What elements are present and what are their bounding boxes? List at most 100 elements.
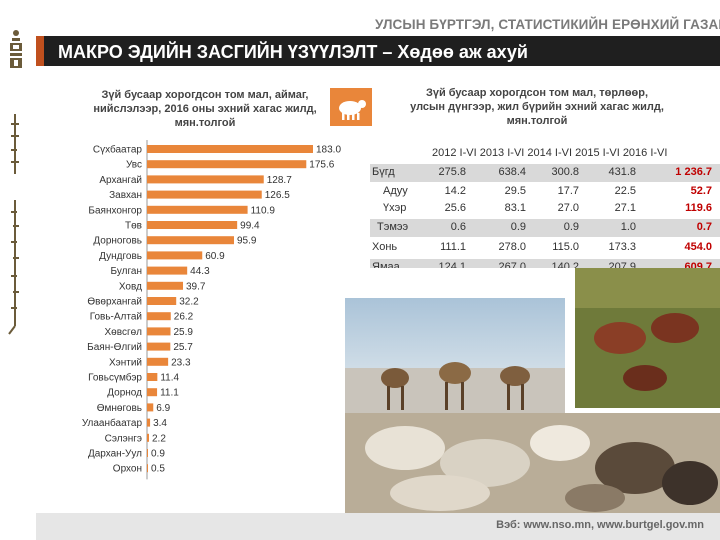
state-emblem-icon (10, 30, 22, 68)
table-subtitle: Зүй бусаар хорогдсон том мал, төрлөөр, у… (402, 86, 672, 128)
table-cell: 275.8 (438, 166, 466, 178)
value-label: 23.3 (171, 357, 191, 368)
table-cell: 52.7 (690, 185, 712, 197)
page-title: МАКРО ЭДИЙН ЗАСГИЙН ҮЗҮҮЛЭЛТ – Хөдөө аж … (58, 42, 528, 62)
table-row-label: Тэмээ (377, 221, 409, 233)
table-cell: 0.9 (563, 221, 579, 233)
bar (147, 373, 158, 381)
category-label: Баянхонгор (88, 205, 142, 216)
table-subtitle-line: мян.толгой (506, 115, 568, 127)
table-cell: 29.5 (504, 185, 526, 197)
value-label: 26.2 (174, 312, 194, 323)
category-label: Увс (126, 160, 142, 171)
value-label: 39.7 (186, 281, 206, 292)
bar (147, 145, 313, 153)
bar (147, 251, 203, 260)
title-banner (36, 36, 720, 66)
bar-chart: Сүхбаатар 183.0 Увс 175.6 Архангай 128.7 Завха… (82, 140, 341, 480)
table-cell: 1.0 (620, 221, 636, 233)
footer-bar (36, 513, 720, 540)
table-column-header: 2014 I-VI (527, 147, 573, 159)
bar (147, 312, 171, 321)
value-label: 25.9 (173, 327, 193, 338)
table-row-band (370, 219, 720, 237)
value-label: 126.5 (265, 190, 290, 201)
table-cell: 25.6 (444, 202, 466, 214)
table-cell: 83.1 (504, 202, 526, 214)
bar (147, 221, 238, 229)
value-label: 99.4 (240, 221, 260, 232)
bar (147, 418, 151, 427)
table-header: 2012 I-VI 2013 I-VI 2014 I-VI 2015 I-VI … (432, 147, 718, 159)
bar (147, 449, 148, 457)
chart-subtitle-line: нийслэлээр, 2016 оны эхний хагас жилд, (93, 103, 317, 115)
table-row-band (370, 164, 720, 182)
value-label: 44.3 (190, 266, 210, 277)
value-label: 0.5 (151, 464, 165, 475)
table-cell: 454.0 (684, 241, 712, 253)
table-cell: 22.5 (614, 185, 636, 197)
category-label: Өвөрхангай (87, 297, 142, 308)
table-column-header: 2016 I-VI (622, 147, 668, 159)
bar (147, 327, 171, 336)
table-cell: 1 236.7 (675, 166, 712, 178)
category-label: Орхон (113, 464, 142, 475)
category-label: Хэнтий (109, 357, 142, 368)
table-cell: 27.1 (614, 202, 636, 214)
value-label: 11.4 (160, 373, 179, 384)
category-label: Өмнөговь (97, 403, 142, 414)
category-label: Дорнод (107, 388, 142, 399)
category-label: Дорноговь (93, 236, 142, 247)
value-label: 6.9 (156, 403, 170, 414)
bar (147, 281, 184, 290)
category-label: Дундговь (99, 251, 142, 262)
bar (147, 464, 148, 473)
table-cell: 27.0 (557, 202, 579, 214)
value-label: 11.1 (160, 388, 179, 399)
sheep-icon (330, 88, 372, 126)
table-column-header: 2015 I-VI (575, 147, 620, 159)
bar (147, 160, 307, 169)
value-label: 32.2 (179, 297, 199, 308)
value-label: 95.9 (237, 236, 257, 247)
value-label: 128.7 (267, 175, 292, 186)
livestock-photo (345, 268, 720, 513)
table-cell: 173.3 (608, 241, 636, 253)
table-subtitle-line: улсын дүнгээр, жил бүрийн эхний хагас жи… (410, 101, 664, 113)
category-label: Завхан (109, 190, 142, 201)
table-subtitle-line: Зүй бусаар хорогдсон том мал, төрлөөр, (425, 87, 649, 99)
bar (147, 357, 169, 366)
table-column-header: 2012 I-VI (432, 147, 477, 159)
table-column-header: 2013 I-VI (479, 147, 525, 159)
table-cell: 278.0 (498, 241, 526, 253)
title-banner-accent (36, 36, 44, 66)
category-label: Дархан-Уул (88, 449, 142, 460)
chart-subtitle-line: Зүй бусаар хорогдсон том мал, аймаг, (101, 89, 309, 101)
table-cell: 0.7 (696, 221, 712, 233)
bar (147, 433, 149, 442)
table-row-label: Үхэр (383, 202, 407, 214)
table-row-label: Адуу (383, 185, 408, 197)
value-label: 60.9 (205, 251, 225, 262)
bar (147, 388, 158, 397)
category-label: Сүхбаатар (93, 144, 143, 156)
value-label: 3.4 (153, 418, 167, 429)
category-label: Архангай (99, 175, 142, 186)
table-cell: 638.4 (498, 166, 526, 178)
category-label: Говь-Алтай (90, 312, 142, 323)
table-cell: 115.0 (552, 241, 579, 253)
bar (147, 266, 188, 275)
bar (147, 403, 154, 412)
table-row-label: Бүгд (372, 166, 395, 178)
value-label: 183.0 (316, 145, 341, 156)
category-label: Булган (111, 266, 142, 277)
category-label: Улаанбаатар (82, 417, 143, 429)
category-label: Ховд (119, 281, 142, 292)
category-label: Төв (125, 221, 142, 232)
category-label: Говьсүмбэр (88, 372, 142, 384)
mongolian-script-icon (8, 114, 19, 335)
value-label: 25.7 (173, 342, 193, 353)
footer-website: Вэб: www.nso.mn, www.burtgel.gov.mn (496, 519, 704, 531)
agency-name: УЛСЫН БҮРТГЭЛ, СТАТИСТИКИЙН ЕРӨНХИЙ ГАЗА… (375, 17, 720, 32)
value-label: 2.2 (152, 433, 166, 444)
